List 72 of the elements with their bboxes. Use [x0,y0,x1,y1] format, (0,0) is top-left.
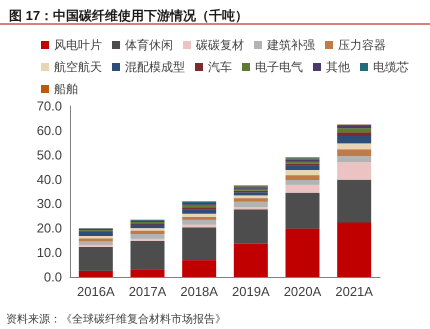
bar [78,236,113,238]
y-tick-label: 70.0 [36,98,62,114]
legend-label: 电子电气 [255,60,303,74]
text: 资料来源：《全球碳纤维复合材料市场报告》 [6,312,226,326]
bar [78,270,113,277]
legend-label: 电缆芯 [373,60,409,74]
legend-label: 航空航天 [54,60,102,74]
y-tick-label: 20.0 [36,220,62,236]
bar [130,270,164,277]
y-tick-label: 10.0 [36,245,62,260]
bar [182,260,216,277]
bar [337,162,372,180]
bar [286,166,320,170]
legend-label: 汽车 [208,60,232,74]
bar [78,238,113,242]
bar [234,192,268,196]
y-tick-label: 0.0 [44,270,62,284]
bar [130,230,164,234]
bar [286,170,320,176]
legend-label: 船舶 [54,82,78,96]
bar [337,132,372,136]
bar [130,224,164,228]
bar [182,209,216,214]
bar [78,241,113,245]
bar [234,244,268,277]
bar [337,149,372,156]
legend-label: 碳碳复材 [195,38,244,52]
x-tick-label: 2020A [284,284,322,299]
bar [337,126,372,128]
legend-label: 建筑补强 [266,38,315,52]
bar [337,156,372,162]
bar [130,234,164,239]
x-tick-label: 2021A [335,284,374,299]
bar [337,143,372,150]
legend-label: 压力容器 [338,38,386,52]
bar [234,202,268,208]
bar [337,136,372,144]
y-tick-label: 50.0 [36,147,62,162]
bar [182,220,216,225]
bar [130,228,164,231]
bar [182,224,216,228]
bar [286,184,320,193]
bar [286,180,320,185]
bar [234,198,268,202]
y-tick-label: 60.0 [36,122,62,138]
bar [182,216,216,220]
bar [337,128,372,132]
x-tick-label: 2017A [128,284,167,299]
bar [337,222,372,277]
x-tick-label: 2019A [232,284,270,299]
bar [286,161,320,164]
y-tick-label: 40.0 [36,172,62,187]
y-tick-label: 30.0 [36,196,62,212]
chart-title: 图 17：中国碳纤维使用下游情况（千吨） [9,8,248,23]
bar [286,175,320,180]
legend-label: 体育休闲 [125,38,173,52]
legend-label: 其他 [326,60,350,74]
x-tick-label: 2016A [77,284,115,299]
bar [182,204,216,208]
bar [182,227,216,260]
bar [286,192,320,229]
bar [78,246,113,271]
bar [130,240,164,270]
x-tick-label: 2018A [180,284,218,299]
legend-label: 风电叶片 [54,38,102,52]
bar [182,214,216,217]
bar [78,232,113,236]
bar [337,180,372,223]
legend-label: 混配模成型 [125,60,185,74]
bar [286,228,320,277]
bar [234,195,268,198]
bar [234,209,268,244]
